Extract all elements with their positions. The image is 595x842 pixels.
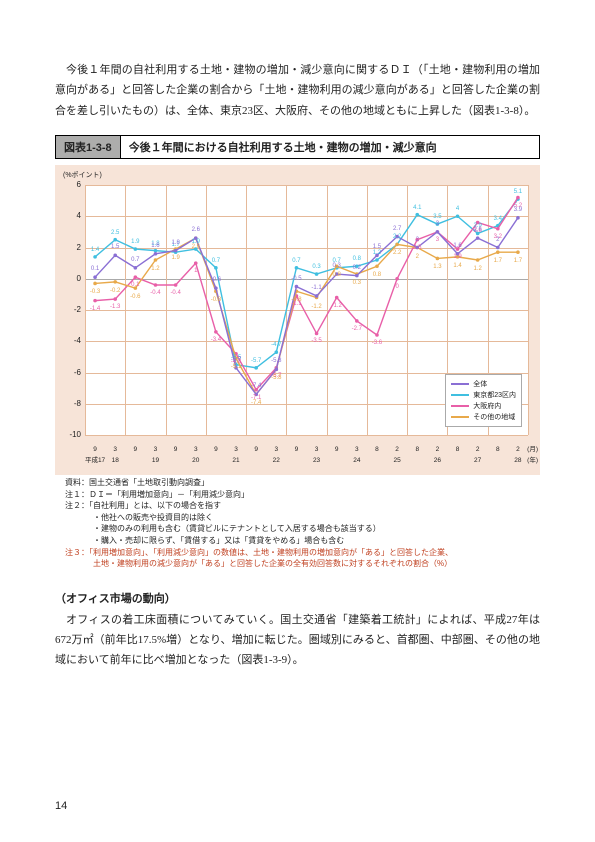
x-tick-month: 8 [375, 446, 379, 453]
x-tick-year: 28 [514, 457, 521, 464]
x-tick-month: 9 [254, 446, 258, 453]
x-tick-month: 3 [194, 446, 198, 453]
x-tick-year: 22 [273, 457, 280, 464]
note-line: ・建物のみの利用も含む（賃貸ビルにテナントとして入居する場合も該当する） [65, 523, 540, 535]
body-paragraph: オフィスの着工床面積についてみていく。国土交通省「建築着工統計」によれば、平成2… [55, 610, 540, 671]
x-tick-month: 9 [134, 446, 138, 453]
y-tick-label: -8 [65, 399, 81, 408]
y-axis-label: (%ポイント) [63, 170, 102, 180]
legend-item: その他の地域 [451, 412, 516, 422]
y-tick-label: 6 [65, 180, 81, 189]
x-tick-month: 3 [113, 446, 117, 453]
x-tick-month: 9 [93, 446, 97, 453]
intro-paragraph: 今後１年間の自社利用する土地・建物の増加・減少意向に関するＤＩ（「土地・建物利用… [55, 60, 540, 121]
figure-header-box: 図表1-3-8 今後１年間における自社利用する土地・建物の増加・減少意向 [55, 135, 540, 159]
x-tick-year: 19 [152, 457, 159, 464]
x-tick-month: 8 [496, 446, 500, 453]
note-line: ・他社への販売や投資目的は除く [65, 512, 540, 524]
page-number: 14 [55, 800, 67, 812]
x-tick-month: 2 [476, 446, 480, 453]
note-line: ・購入・売却に限らず、「賃借する」又は「賃貸をやめる」場合も含む [65, 535, 540, 547]
figure-label: 図表1-3-8 [56, 136, 121, 158]
x-tick-month: 3 [315, 446, 319, 453]
x-tick-month: 3 [355, 446, 359, 453]
chart-legend: 全体東京都23区内大阪府内その他の地域 [445, 374, 522, 427]
x-tick-year: 25 [393, 457, 400, 464]
note-line: 注１：ＤＩ＝「利用増加意向」－「利用減少意向」 [65, 489, 540, 501]
x-tick-year: 26 [434, 457, 441, 464]
y-tick-label: -4 [65, 336, 81, 345]
x-tick-month: 9 [295, 446, 299, 453]
x-tick-month: 8 [415, 446, 419, 453]
x-tick-month: 9 [335, 446, 339, 453]
x-tick-month: 2 [516, 446, 520, 453]
note-line: 注３：「利用増加意向」、「利用減少意向」の数値は、土地・建物利用の増加意向が「あ… [65, 547, 540, 559]
x-tick-month: 9 [174, 446, 178, 453]
x-tick-year: 20 [192, 457, 199, 464]
x-tick-year: 23 [313, 457, 320, 464]
note-line: 土地・建物利用の減少意向が「ある」と回答した企業の全有効回答数に対するそれぞれの… [65, 558, 540, 570]
note-line: 注２：「自社利用」とは、以下の場合を指す [65, 500, 540, 512]
x-tick-month: 2 [395, 446, 399, 453]
x-tick-month: 3 [234, 446, 238, 453]
x-tick-year: 18 [112, 457, 119, 464]
x-axis-month-suffix: (月) [527, 443, 538, 453]
x-axis-year-suffix: (年) [527, 454, 538, 464]
legend-item: 全体 [451, 379, 516, 389]
note-line: 資料：国土交通省「土地取引動向調査」 [65, 477, 540, 489]
chart-container: (%ポイント) 1.42.51.91.81.71.90.7-5.5-5.7-4.… [55, 165, 540, 475]
x-tick-month: 8 [456, 446, 460, 453]
y-tick-label: 0 [65, 274, 81, 283]
x-tick-month: 2 [436, 446, 440, 453]
y-tick-label: -2 [65, 305, 81, 314]
x-tick-month: 3 [154, 446, 158, 453]
x-tick-month: 3 [274, 446, 278, 453]
figure-title: 今後１年間における自社利用する土地・建物の増加・減少意向 [121, 136, 539, 158]
x-tick-month: 9 [214, 446, 218, 453]
x-tick-year: 24 [353, 457, 360, 464]
legend-item: 大阪府内 [451, 401, 516, 411]
x-tick-year: 平成17 [85, 454, 105, 464]
x-tick-year: 21 [232, 457, 239, 464]
chart-notes: 資料：国土交通省「土地取引動向調査」注１：ＤＩ＝「利用増加意向」－「利用減少意向… [65, 477, 540, 570]
y-tick-label: 4 [65, 211, 81, 220]
y-tick-label: 2 [65, 243, 81, 252]
x-tick-year: 27 [474, 457, 481, 464]
y-tick-label: -6 [65, 368, 81, 377]
section-subheading: （オフィス市場の動向） [55, 590, 540, 606]
legend-item: 東京都23区内 [451, 390, 516, 400]
y-tick-label: -10 [65, 430, 81, 439]
